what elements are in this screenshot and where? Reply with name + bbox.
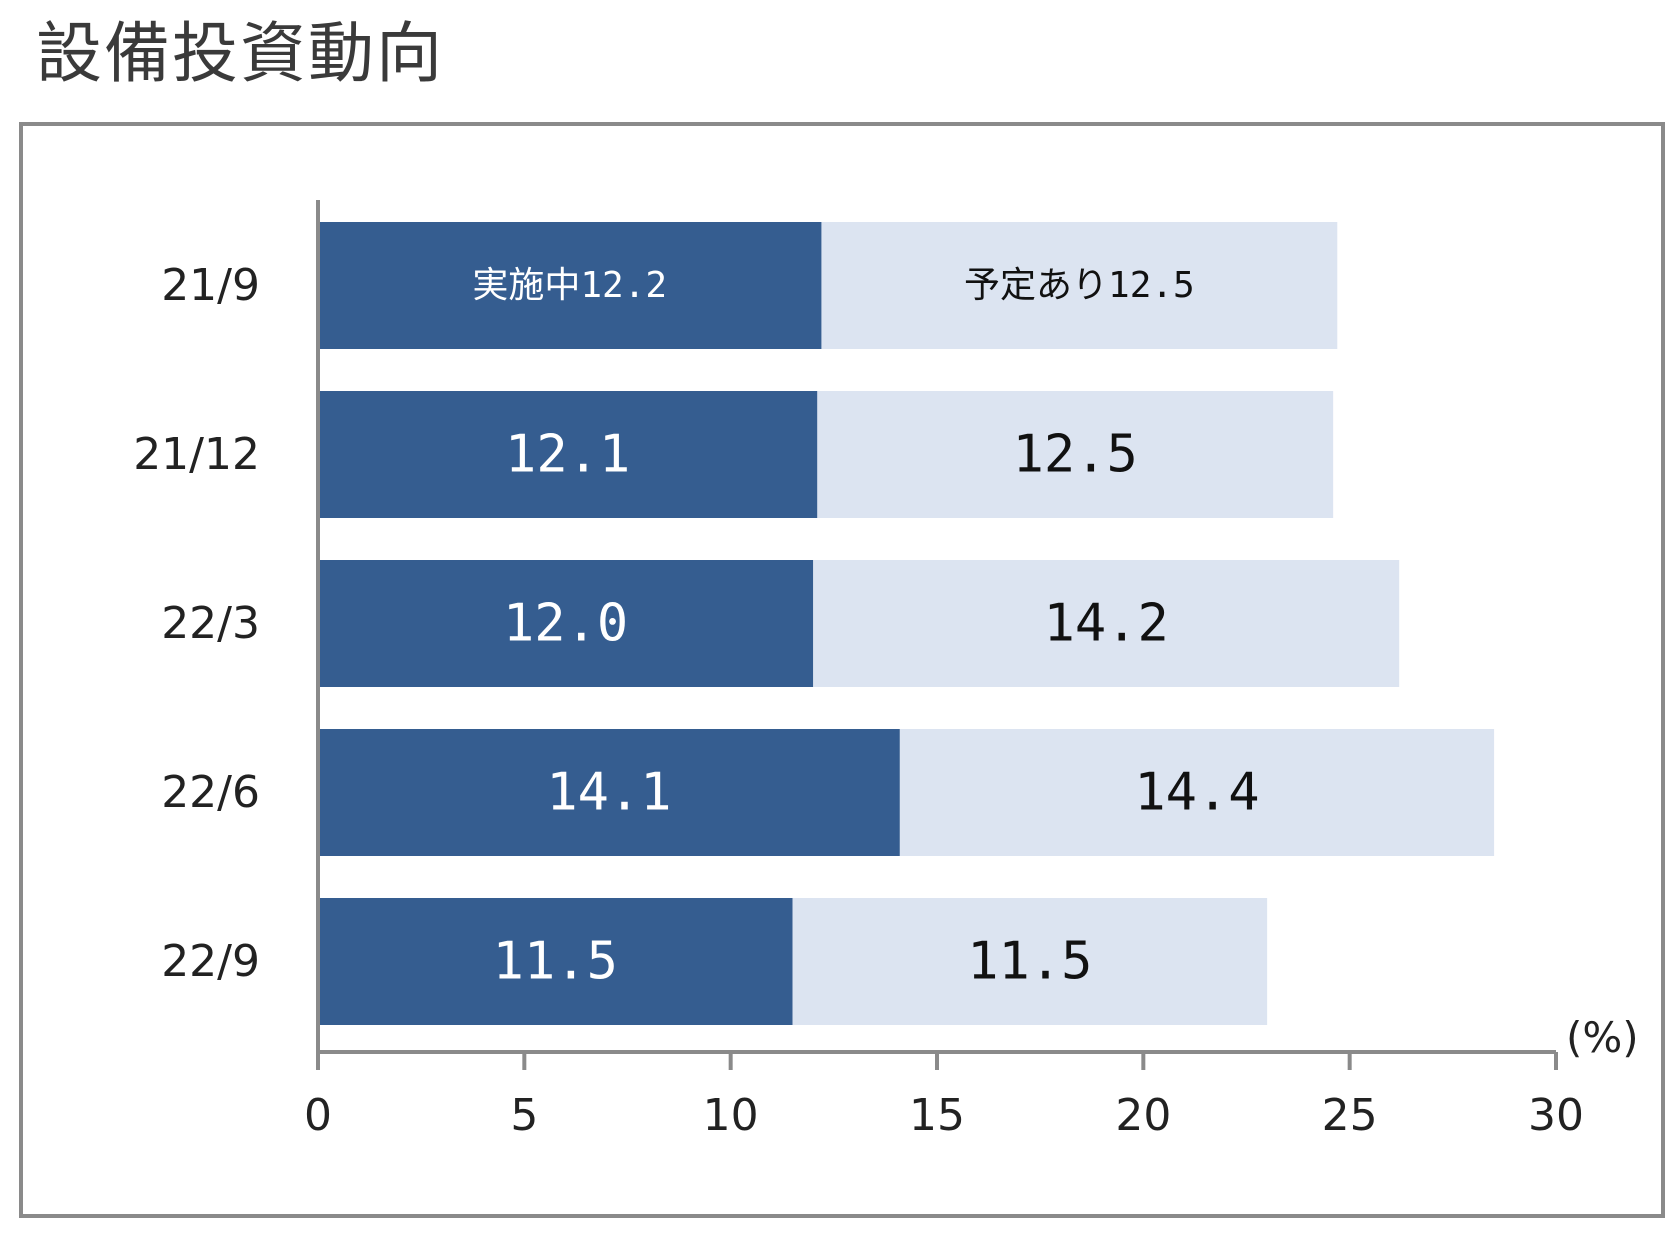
x-tick-label-5: 25 [1322,1090,1378,1141]
data-label-ongoing-4: 11.5 [493,932,618,992]
bars-layer [318,222,1495,1025]
x-tick-label-2: 10 [703,1090,759,1141]
data-label-planned-4: 11.5 [967,932,1092,992]
category-label-0: 21/9 [161,260,260,311]
bar-planned-4 [792,898,1268,1025]
chart-frame [19,122,1665,1218]
bar-ongoing-0 [318,222,822,349]
x-tick-label-0: 0 [304,1090,332,1141]
data-label-planned-0: 予定あり12.5 [964,265,1195,306]
bar-ongoing-1 [318,391,818,518]
data-label-planned-1: 12.5 [1013,425,1138,485]
data-label-ongoing-2: 12.0 [503,594,628,654]
x-tick-label-3: 15 [909,1090,965,1141]
bar-planned-3 [899,729,1495,856]
page-title: 設備投資動向 [36,15,444,92]
bar-ongoing-2 [318,560,814,687]
x-axis-unit: (%) [1566,1013,1639,1062]
category-label-3: 22/6 [161,767,260,818]
bar-ongoing-3 [318,729,900,856]
category-label-2: 22/3 [161,598,260,649]
data-label-ongoing-0: 実施中12.2 [472,265,667,306]
labels-layer: 実施中12.2 予定あり12.5 21/9 12.1 12.5 21/12 12.0 14.2… [133,260,1639,1141]
bar-planned-0 [821,222,1338,349]
x-tick-label-4: 20 [1115,1090,1171,1141]
data-label-planned-2: 14.2 [1044,594,1169,654]
bar-ongoing-4 [318,898,793,1025]
data-label-ongoing-1: 12.1 [505,425,630,485]
bar-planned-1 [817,391,1334,518]
axis-layer [316,200,1558,1070]
data-label-planned-3: 14.4 [1134,763,1259,823]
data-label-ongoing-3: 14.1 [546,763,671,823]
x-tick-label-1: 5 [510,1090,538,1141]
category-label-1: 21/12 [133,429,260,480]
category-label-4: 22/9 [161,936,260,987]
bar-planned-2 [813,560,1400,687]
x-tick-label-6: 30 [1528,1090,1584,1141]
